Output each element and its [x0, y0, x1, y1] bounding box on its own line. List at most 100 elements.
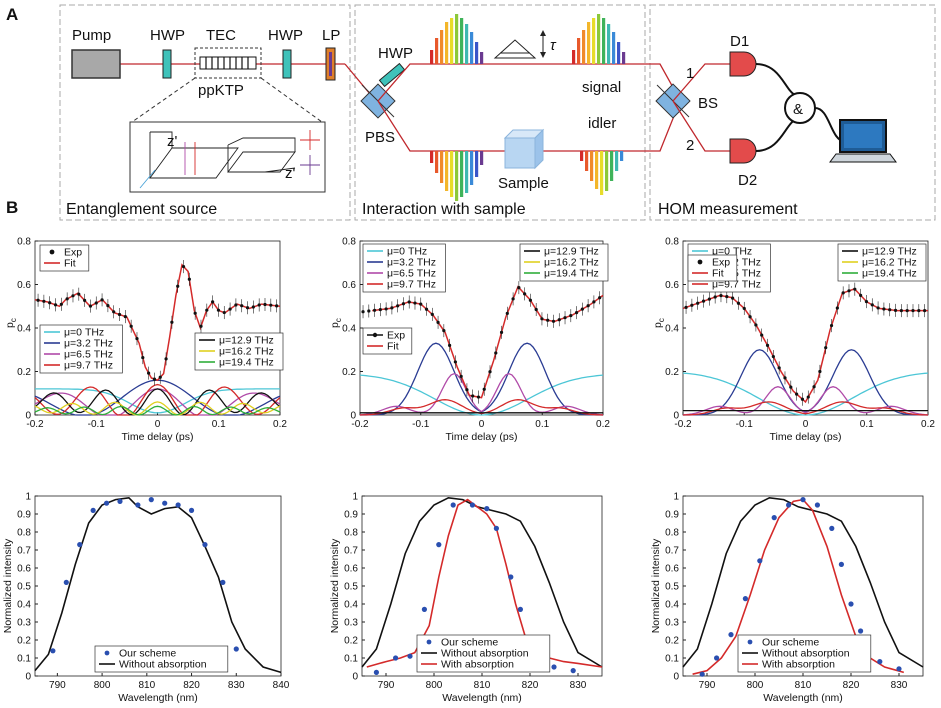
- our-scheme-point: [117, 498, 123, 504]
- our-scheme-point: [220, 579, 226, 586]
- label-hwp-3: HWP: [378, 45, 413, 62]
- exp-point: [528, 298, 533, 302]
- legend-marker: [426, 639, 432, 645]
- exp-point: [424, 307, 429, 311]
- exp-point: [534, 307, 538, 312]
- y-tick-label: 0.7: [344, 546, 358, 557]
- exp-point: [696, 301, 700, 305]
- label-hwp-2: HWP: [268, 27, 303, 44]
- series---0-THz: [35, 388, 280, 414]
- legend-box: [687, 254, 738, 282]
- x-tick-label: 810: [474, 680, 491, 691]
- our-scheme-point: [450, 502, 456, 508]
- idler-spectrum-1-line: [440, 151, 444, 183]
- exp-point: [806, 395, 810, 399]
- our-scheme-point: [848, 601, 854, 607]
- legend-label: μ=16.2 THz: [544, 257, 599, 269]
- y-tick-label: 0.5: [665, 582, 679, 593]
- chart-hom3: -0.2 -0.1 0 0.1 0.2 0 0.2 0.4 0.6 0.8 Time delay (…: [652, 237, 935, 444]
- label-z-prime-2: z': [285, 165, 296, 182]
- idler-spectrum-1: [430, 151, 484, 201]
- our-scheme-point: [436, 542, 442, 548]
- exp-point: [789, 385, 793, 389]
- exp-point: [88, 304, 93, 308]
- exp-point: [546, 318, 550, 322]
- exp-point: [448, 343, 452, 347]
- legend-label: Exp: [387, 330, 405, 342]
- label-pump: Pump: [72, 27, 111, 44]
- x-tick-label: -0.1: [412, 419, 430, 430]
- exp-point: [396, 304, 400, 308]
- series---6-5-THz: [359, 373, 604, 416]
- exp-point: [517, 286, 521, 290]
- crystal-inset-drawing: [139, 130, 320, 189]
- exp-point: [818, 369, 822, 374]
- exp-point: [736, 301, 741, 305]
- our-scheme-point: [757, 558, 763, 564]
- chart-hom2: -0.2 -0.1 0 0.1 0.2 0 0.2 0.4 0.6 0.8 Time delay (…: [329, 237, 610, 444]
- exp-point: [36, 298, 40, 302]
- x-tick-label: 0.1: [535, 419, 549, 430]
- without-absorption-line: [34, 496, 282, 674]
- hwp-2: [282, 49, 292, 79]
- signal-spectrum-2-line: [597, 14, 601, 64]
- idler-spectrum-2-line: [600, 151, 604, 195]
- series---0-THz: [359, 374, 604, 416]
- y-tick-label: 0.8: [17, 528, 31, 539]
- y-tick-label: 0.2: [665, 367, 679, 378]
- legend-label: Exp: [64, 247, 82, 259]
- y-tick-label: 0.9: [665, 510, 679, 521]
- y-tick-label: 0: [352, 672, 358, 683]
- legend-label: μ=0 THz: [712, 246, 752, 258]
- our-scheme-point: [771, 515, 777, 521]
- legend-label: Exp: [712, 257, 730, 269]
- exp-point: [505, 311, 509, 315]
- exp-point: [829, 323, 834, 328]
- exp-point: [141, 355, 145, 360]
- idler-spectrum-2-line: [585, 151, 589, 171]
- x-tick-label: 0.2: [921, 419, 935, 430]
- idler-spectrum-1-line: [475, 151, 479, 177]
- legend-marker: [372, 332, 378, 338]
- y-tick-label: 0.1: [344, 654, 358, 665]
- idler-spectrum-2-line: [620, 151, 624, 161]
- idler-spectrum-2-line: [605, 151, 609, 191]
- exp-point: [372, 308, 377, 312]
- y-tick-label: 0.7: [665, 546, 679, 557]
- our-scheme-point: [814, 502, 821, 508]
- y-tick-label: 0.2: [665, 636, 679, 647]
- legend-label: Without absorption: [119, 659, 207, 671]
- y-tick-label: 0.7: [17, 546, 31, 557]
- exp-point: [754, 323, 758, 327]
- y-tick-label: 0.8: [665, 237, 679, 248]
- our-scheme-point: [233, 646, 239, 652]
- x-tick-label: 820: [183, 680, 200, 691]
- y-axis-label: pc: [4, 318, 18, 328]
- exp-point: [876, 306, 880, 310]
- frame-interaction-sample: [354, 4, 646, 221]
- x-tick-label: 830: [891, 680, 908, 691]
- exp-point: [905, 309, 909, 313]
- exp-point: [482, 387, 486, 391]
- panel-letter-b: B: [6, 198, 18, 217]
- y-tick-label: 0: [673, 411, 679, 422]
- exp-point: [205, 308, 209, 312]
- exp-point: [598, 296, 602, 300]
- exp-point: [777, 366, 781, 370]
- exp-point: [523, 292, 527, 296]
- x-axis-label: Time delay (ps): [446, 431, 518, 443]
- our-scheme-point: [786, 502, 792, 508]
- exp-point: [48, 301, 52, 305]
- exp-point: [158, 375, 162, 379]
- exp-point: [164, 357, 168, 361]
- exp-point: [725, 295, 729, 299]
- exp-point: [106, 303, 110, 308]
- exp-point: [94, 301, 98, 305]
- our-scheme-point: [508, 574, 514, 580]
- legend-label: Our scheme: [762, 637, 819, 649]
- legend-label: μ=19.4 THz: [544, 268, 599, 280]
- signal-spectrum-1-line: [430, 50, 434, 64]
- y-tick-label: 0.3: [665, 618, 679, 629]
- legend-label: μ=9.7 THz: [64, 360, 113, 372]
- exp-point: [361, 310, 365, 314]
